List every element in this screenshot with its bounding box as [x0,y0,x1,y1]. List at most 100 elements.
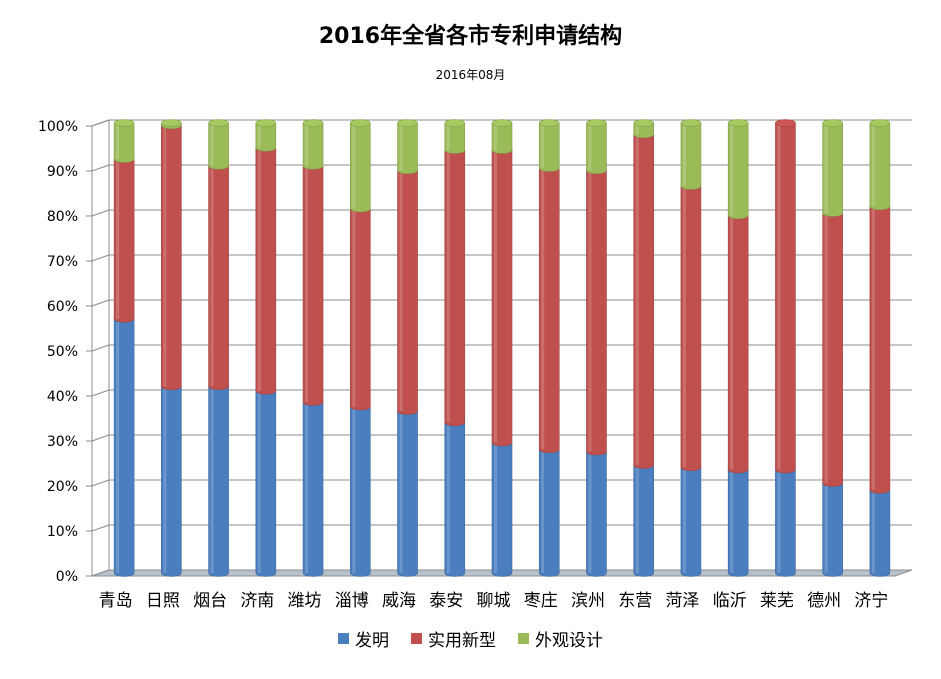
bar-segment [586,166,607,456]
bar-top [397,119,418,127]
y-tick-label: 30% [47,434,78,450]
bar-segment [727,465,749,577]
bar-segment [444,418,466,577]
bar-segment [491,438,513,577]
chart-legend: 发明 实用新型 外观设计 [0,626,941,651]
bar-segment [538,164,560,454]
bar-highlight [588,123,592,171]
x-category-label: 泰安 [429,591,463,611]
bar-highlight [352,406,356,573]
bar-segment [491,119,513,154]
bar-highlight [682,186,686,468]
bar-segment [113,314,135,577]
x-category-label: 东营 [618,591,652,611]
x-category-label: 枣庄 [524,591,558,611]
bar-top [302,119,324,127]
grid-line-side [91,164,110,172]
grid-line-side [91,479,110,487]
bar-highlight [824,483,828,573]
bar-segment [161,121,182,391]
bar-segment [397,407,418,577]
bar-segment [680,182,702,472]
bar-highlight [257,147,261,391]
bar-highlight [305,123,309,166]
bar-top [775,119,796,127]
bar-highlight [635,134,639,465]
bar-top [444,119,466,127]
bar-top [349,119,371,127]
x-category-label: 莱芜 [760,591,794,611]
bar-top [727,119,749,127]
bar-segment [161,119,182,130]
bar-top [680,119,702,127]
legend-item-design: 外观设计 [518,626,603,651]
x-category-label: 临沂 [713,591,747,611]
bar-segment [633,461,655,577]
x-category-label: 济南 [240,591,274,611]
bar-top [113,119,135,127]
y-tick-label: 0% [56,569,78,585]
bar-segment [822,479,843,577]
bar-segment [586,447,607,577]
bar-segment [727,211,749,474]
bar-highlight [541,123,545,168]
x-category-label: 德州 [807,591,841,611]
x-category-label: 威海 [382,591,416,611]
bar-highlight [352,123,356,209]
y-tick-label: 20% [47,479,78,495]
bar-segment [113,119,135,163]
bar-highlight [682,123,686,186]
bar-highlight [305,165,309,402]
grid-line-side [91,344,110,352]
bar-highlight [116,159,120,319]
legend-swatch-design [518,633,529,644]
grid-line-side [91,209,110,217]
bar-highlight [682,467,686,573]
bar-highlight [824,123,828,213]
bar-segment [255,143,277,395]
bar-highlight [871,489,875,573]
bar-highlight [257,123,261,148]
bar-segment [113,155,135,323]
bar-top [208,119,229,127]
bar-top [255,119,277,127]
legend-label-design: 外观设计 [535,631,603,651]
bar-segment [302,398,324,577]
bar-segment [633,119,655,139]
bar-highlight [871,206,875,490]
y-tick-label: 60% [47,299,78,315]
x-category-label: 聊城 [477,591,511,611]
bar-highlight [399,123,403,171]
legend-label-invention: 发明 [355,631,389,651]
grid-line-side [91,389,110,397]
legend-swatch-utility-model [411,633,422,644]
bar-highlight [588,451,592,573]
bar-highlight [399,170,403,411]
bar-segment [302,161,324,406]
grid-line-side [91,119,110,127]
bar-top [869,119,891,127]
x-category-label: 淄博 [335,591,369,611]
bar-segment [869,202,891,494]
x-category-label: 青岛 [99,591,133,611]
bar-segment [208,382,229,577]
bar-highlight [116,318,120,573]
bar-highlight [494,442,497,573]
x-category-label: 潍坊 [288,591,322,611]
bar-highlight [210,386,214,573]
bar-highlight [494,150,497,443]
bar-segment [822,209,843,487]
legend-label-utility-model: 实用新型 [428,631,496,651]
bar-segment [255,119,277,152]
bar-highlight [541,168,545,450]
bar-segment [775,119,796,474]
bar-highlight [635,465,639,573]
grid-line-side [91,254,110,262]
bar-highlight [588,170,592,452]
bar-segment [491,146,513,447]
bar-segment [538,119,560,172]
bar-segment [538,445,560,577]
legend-item-utility-model: 实用新型 [411,626,496,651]
bar-segment [349,119,371,213]
